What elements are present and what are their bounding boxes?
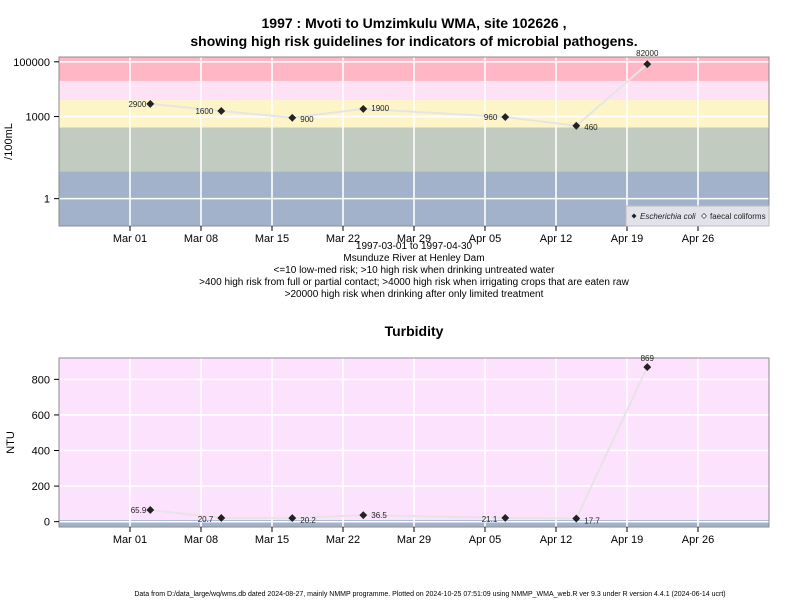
data-label: 82000 <box>636 49 659 58</box>
footer-note: Data from D:/data_large/wq/wms.db dated … <box>134 591 725 598</box>
data-label: 36.5 <box>371 511 387 520</box>
data-label: 2900 <box>128 100 146 109</box>
data-label: 21.1 <box>482 515 498 524</box>
data-point <box>572 514 581 523</box>
chart1-title-line2: showing high risk guidelines for indicat… <box>190 33 637 49</box>
x-tick-label: Apr 26 <box>682 534 714 546</box>
data-label: 17.7 <box>584 517 600 526</box>
chart1-xlabel-line2: Msunduze River at Henley Dam <box>343 253 484 264</box>
chart2-title: Turbidity <box>385 323 444 339</box>
x-tick-label: Mar 15 <box>255 534 289 546</box>
legend-label-faecal: faecal coliforms <box>710 212 766 221</box>
x-tick-label: Apr 05 <box>469 233 501 245</box>
data-label: 1600 <box>195 107 213 116</box>
data-point <box>288 113 297 122</box>
data-point <box>501 113 510 121</box>
data-label: 460 <box>584 123 598 132</box>
chart1-title-line1: 1997 : Mvoti to Umzimkulu WMA, site 1026… <box>262 15 567 31</box>
data-label: 900 <box>300 115 314 124</box>
x-tick-label: Mar 22 <box>326 534 360 546</box>
x-tick-label: Apr 05 <box>469 534 501 546</box>
chart1-xlabel-line1: 1997-03-01 to 1997-04-30 <box>356 241 473 252</box>
data-point <box>146 99 155 108</box>
y-tick-label: 600 <box>32 410 50 422</box>
data-point <box>643 363 652 371</box>
x-tick-label: Mar 29 <box>397 233 431 245</box>
legend-box <box>625 205 770 227</box>
x-tick-label: Mar 08 <box>184 534 218 546</box>
x-tick-label: Apr 12 <box>540 534 572 546</box>
x-tick-label: Apr 19 <box>611 534 643 546</box>
x-tick-label: Mar 15 <box>255 233 289 245</box>
data-label: 960 <box>484 113 498 122</box>
x-tick-label: Mar 01 <box>113 534 147 546</box>
legend-marker-ecoli <box>631 213 637 219</box>
chart1-xlabel-line4: >400 high risk from full or partial cont… <box>199 277 629 288</box>
x-tick-label: Apr 12 <box>540 233 572 245</box>
data-label: 20.7 <box>198 515 214 524</box>
x-tick-label: Mar 22 <box>326 233 360 245</box>
data-point <box>288 514 297 522</box>
y-tick-label: 0 <box>44 517 50 529</box>
chart1-xlabel-line3: <=10 low-med risk; >10 high risk when dr… <box>274 265 556 276</box>
data-point <box>359 511 368 520</box>
data-point <box>359 104 368 113</box>
y-tick-label: 800 <box>32 374 50 386</box>
y-tick-label: 400 <box>32 446 50 458</box>
data-point <box>146 506 155 514</box>
data-label: 20.2 <box>300 516 316 525</box>
x-tick-label: Mar 08 <box>184 233 218 245</box>
y-axis-label: NTU <box>5 431 17 454</box>
y-axis-label: /100mL <box>3 123 15 160</box>
y-tick-label: 100000 <box>13 57 50 69</box>
legend-marker-faecal <box>701 213 707 219</box>
data-label: 869 <box>641 354 655 363</box>
y-tick-label: 1 <box>44 194 50 206</box>
data-point <box>217 107 226 115</box>
data-point <box>501 513 510 522</box>
x-tick-label: Apr 19 <box>611 233 643 245</box>
x-tick-label: Mar 29 <box>397 534 431 546</box>
data-label: 65.9 <box>131 506 147 515</box>
data-point <box>572 121 581 130</box>
data-point <box>643 60 652 69</box>
microbial-chart-panel: 1 1000 100000 Mar 01 Mar 08 Mar 15 Mar 22 Mar 2… <box>3 49 770 245</box>
data-point <box>217 514 226 522</box>
y-tick-label: 200 <box>32 481 50 493</box>
y-tick-label: 1000 <box>26 112 50 124</box>
chart1-xlabel-line5: >20000 high risk when drinking after onl… <box>285 289 544 300</box>
x-tick-label: Mar 01 <box>113 233 147 245</box>
x-tick-label: Apr 26 <box>682 233 714 245</box>
data-label: 1900 <box>371 104 389 113</box>
legend-label-ecoli: Escherichia coli <box>640 212 696 221</box>
turbidity-chart-panel: 0 200 400 600 800 Mar 01 Mar 08 Mar 15 Mar 22 Mar… <box>5 354 770 546</box>
